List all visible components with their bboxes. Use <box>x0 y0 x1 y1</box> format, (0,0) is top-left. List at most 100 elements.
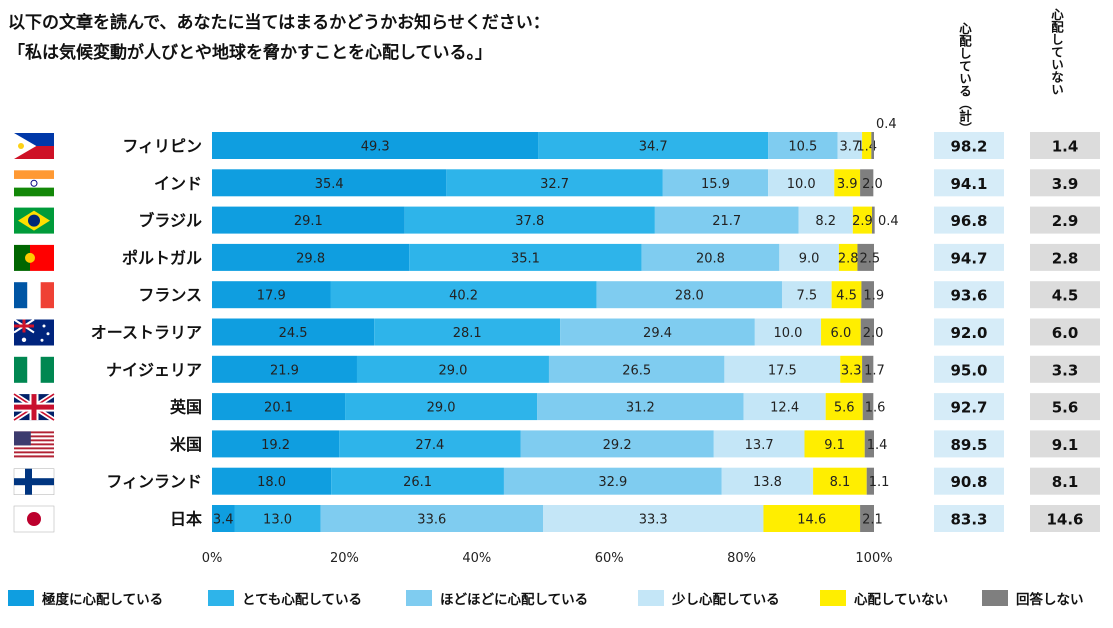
value-label: 29.0 <box>438 363 467 378</box>
value-label: 3.9 <box>837 177 858 192</box>
value-label: 1.6 <box>865 401 886 416</box>
value-label: 29.0 <box>427 401 456 416</box>
value-label: 27.4 <box>415 438 444 453</box>
value-label: 8.2 <box>815 214 836 229</box>
value-label: 12.4 <box>770 401 799 416</box>
total-concerned-value: 94.7 <box>950 249 987 267</box>
finland-flag-icon <box>13 468 55 496</box>
value-label: 29.1 <box>294 214 323 229</box>
value-label: 3.3 <box>841 363 862 378</box>
total-concerned-cell <box>934 132 1004 159</box>
x-tick-label: 20% <box>330 551 359 566</box>
bar-segment <box>662 169 769 197</box>
category-label: インド <box>154 174 202 193</box>
not-concerned-value: 1.4 <box>1052 138 1079 156</box>
not-concerned-cell <box>1030 281 1100 309</box>
legend-label-not: 心配していない <box>854 592 949 608</box>
legend-label-noanswer: 回答しない <box>1016 592 1084 608</box>
legend-item-very: とても心配している <box>208 588 362 608</box>
category-label: フランス <box>138 286 202 305</box>
bar-segment <box>331 467 504 495</box>
chart-title-line2: 「私は気候変動が人びとや地球を脅かすことを心配している。」 <box>8 43 492 63</box>
bar-segment <box>503 467 722 495</box>
total-concerned-value: 92.0 <box>950 324 987 342</box>
india-flag-icon <box>14 170 54 197</box>
chart-legend: 極度に心配している とても心配している ほどほどに心配している 少し心配している… <box>0 588 1113 610</box>
legend-swatch-somewhat <box>406 590 432 606</box>
value-label: 1.1 <box>869 475 890 490</box>
value-label: 13.0 <box>263 513 292 528</box>
bar-segment <box>825 393 863 421</box>
value-label: 7.5 <box>796 289 817 304</box>
value-label: 2.5 <box>859 251 880 266</box>
value-label: 9.1 <box>824 438 845 453</box>
legend-label-somewhat: ほどほどに心配している <box>440 592 589 608</box>
category-label: オーストラリア <box>91 323 202 342</box>
column-header-not: 心配していない <box>1049 8 1064 96</box>
value-label: 2.1 <box>862 513 883 528</box>
not-concerned-value: 6.0 <box>1052 324 1079 342</box>
total-concerned-value: 95.0 <box>950 361 987 379</box>
value-label: 35.1 <box>511 251 540 266</box>
bar-segment <box>768 169 835 197</box>
brazil-flag-icon <box>14 207 54 234</box>
category-label: 英国 <box>169 398 202 417</box>
value-label: 33.6 <box>417 513 446 528</box>
legend-item-not: 心配していない <box>820 588 948 608</box>
bar-segment <box>713 430 805 458</box>
bar-segment <box>537 393 744 421</box>
bar-segment <box>862 355 874 383</box>
legend-swatch-extremely <box>8 590 34 606</box>
value-label: 40.2 <box>449 289 478 304</box>
stacked-bar-chart: フィリピン 49.3 34.7 10.5 3.7 1.4 0.4 98.2 1.4 インド 35.4… <box>12 117 1100 566</box>
total-concerned-cell <box>934 206 1004 234</box>
value-label: 2.0 <box>863 326 884 341</box>
bar-segment <box>212 169 447 197</box>
not-concerned-cell <box>1030 132 1100 159</box>
legend-label-very: とても心配している <box>242 592 363 608</box>
value-label: 0.4 <box>876 117 897 132</box>
value-label: 3.7 <box>839 140 860 155</box>
bar-segment <box>320 505 543 532</box>
not-concerned-value: 4.5 <box>1052 287 1079 305</box>
total-concerned-value: 90.8 <box>950 473 987 491</box>
france-flag-icon <box>14 282 54 309</box>
bar-segment <box>837 132 863 159</box>
value-label: 32.9 <box>598 475 627 490</box>
bar-segment <box>768 132 838 159</box>
bar-segment <box>339 430 521 458</box>
total-concerned-value: 94.1 <box>950 175 987 193</box>
legend-item-noanswer: 回答しない <box>982 588 1084 608</box>
bar-segment <box>798 206 853 234</box>
bar-segment <box>860 318 874 346</box>
bar-segment <box>212 318 375 346</box>
value-label: 0.4 <box>878 214 899 229</box>
value-label: 15.9 <box>701 177 730 192</box>
not-concerned-cell <box>1030 206 1100 234</box>
bar-segment <box>871 132 874 159</box>
bar-segment <box>212 281 331 309</box>
bar-segment <box>781 281 832 309</box>
value-label: 3.4 <box>213 513 234 528</box>
bar-segment <box>862 393 874 421</box>
bar-segment <box>641 243 780 271</box>
value-label: 1.9 <box>863 289 884 304</box>
value-label: 29.2 <box>603 438 632 453</box>
bar-segment <box>212 355 357 383</box>
x-tick-label: 40% <box>462 551 491 566</box>
bar-segment <box>330 281 597 309</box>
value-label: 34.7 <box>639 140 668 155</box>
bar-segment <box>409 243 642 271</box>
x-tick-label: 0% <box>202 551 223 566</box>
value-label: 13.8 <box>753 475 782 490</box>
category-label: ポルトガル <box>122 248 202 267</box>
value-label: 24.5 <box>279 326 308 341</box>
value-label: 49.3 <box>361 140 390 155</box>
value-label: 32.7 <box>540 177 569 192</box>
value-label: 2.8 <box>838 251 859 266</box>
bar-segment <box>212 430 340 458</box>
bar-segment <box>860 169 874 197</box>
value-label: 10.0 <box>787 177 816 192</box>
bar-segment <box>866 467 874 495</box>
total-concerned-cell <box>934 355 1004 383</box>
